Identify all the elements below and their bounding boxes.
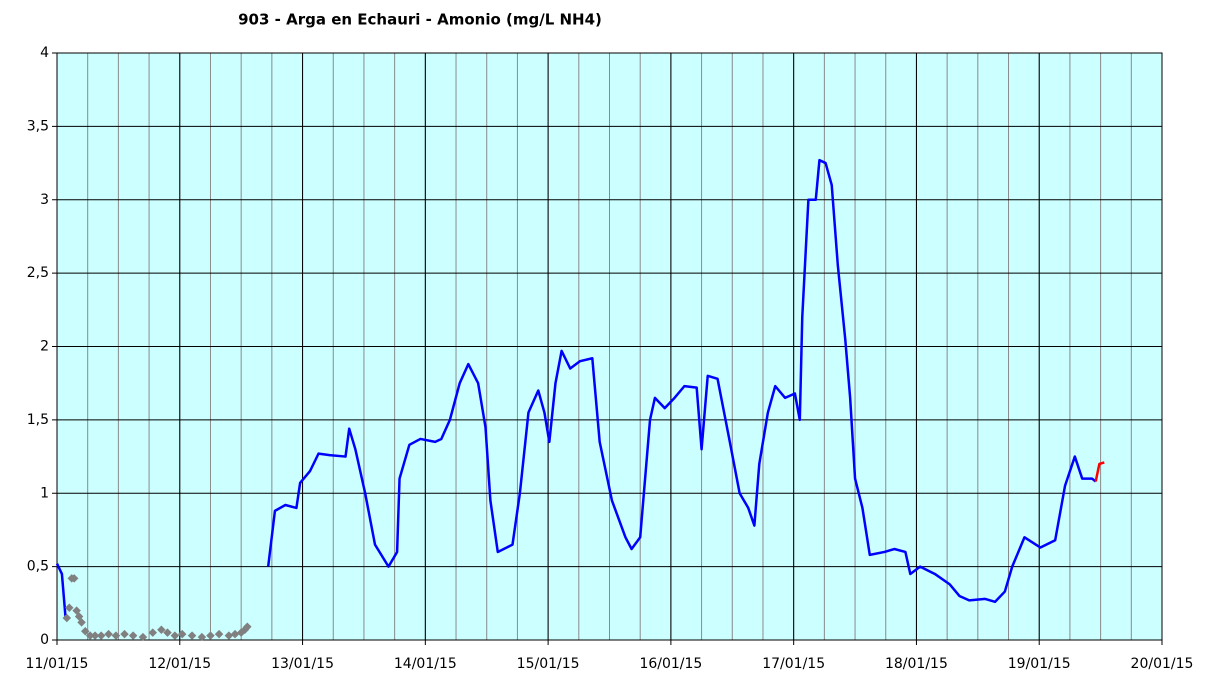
x-tick-label: 11/01/15 [26,656,89,672]
y-tick-label: 1 [40,485,49,501]
y-tick-label: 4 [40,45,49,61]
y-tick-label: 3,5 [27,118,49,134]
y-tick-label: 0,5 [27,559,49,575]
x-tick-label: 12/01/15 [148,656,211,672]
x-tick-label: 13/01/15 [271,656,334,672]
x-tick-label: 17/01/15 [762,656,825,672]
x-tick-label: 20/01/15 [1131,656,1194,672]
x-tick-label: 19/01/15 [1008,656,1071,672]
x-tick-label: 18/01/15 [885,656,948,672]
y-tick-label: 2 [40,339,49,355]
y-tick-label: 3 [40,192,49,208]
series-line [266,158,1097,604]
chart-title: 903 - Arga en Echauri - Amonio (mg/L NH4… [238,11,602,29]
x-tick-label: 15/01/15 [517,656,580,672]
x-tick-label: 16/01/15 [639,656,702,672]
y-tick-label: 0 [40,632,49,648]
y-tick-label: 1,5 [27,412,49,428]
x-tick-label: 14/01/15 [394,656,457,672]
series-line [1094,461,1105,482]
y-tick-label: 2,5 [27,265,49,281]
